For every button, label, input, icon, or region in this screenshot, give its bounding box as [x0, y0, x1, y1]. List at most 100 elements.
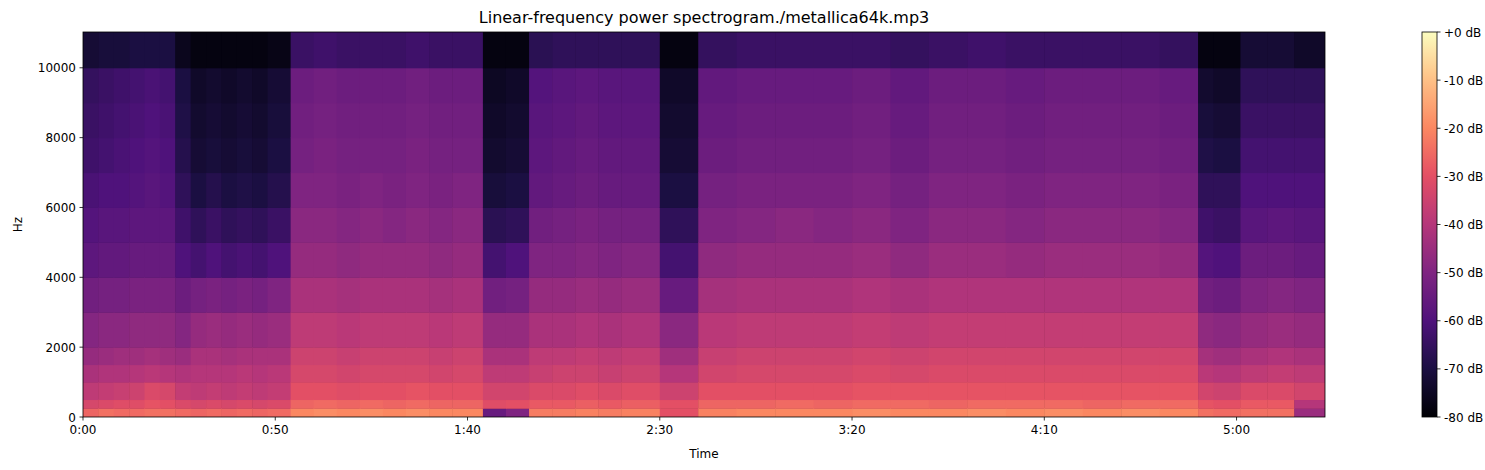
- cell: [1240, 312, 1267, 347]
- cell: [737, 173, 776, 208]
- cell: [360, 173, 384, 208]
- cell: [1006, 173, 1045, 208]
- cell: [552, 103, 576, 138]
- cell: [1006, 382, 1045, 400]
- cell: [506, 277, 530, 312]
- cell: [1044, 32, 1083, 68]
- cell: [929, 400, 968, 409]
- cell: [175, 347, 191, 365]
- cell: [252, 68, 268, 103]
- cell: [890, 138, 929, 173]
- cell: [252, 312, 268, 347]
- cell: [252, 138, 268, 173]
- cell: [660, 408, 699, 417]
- cell: [1121, 347, 1160, 365]
- cell: [221, 312, 237, 347]
- cell: [206, 242, 222, 277]
- cell: [1267, 242, 1294, 277]
- cell: [1267, 408, 1294, 417]
- cell: [291, 408, 315, 417]
- cell: [852, 103, 891, 138]
- cell: [406, 68, 430, 103]
- cell: [575, 103, 599, 138]
- cell: [237, 277, 253, 312]
- cell: [1083, 347, 1122, 365]
- cell: [660, 365, 699, 383]
- cell: [529, 408, 553, 417]
- cell: [268, 138, 292, 173]
- cell: [737, 400, 776, 409]
- cell: [268, 347, 292, 365]
- cell: [314, 242, 338, 277]
- cell: [1294, 365, 1325, 383]
- cell: [314, 408, 338, 417]
- cell: [1240, 173, 1267, 208]
- cell: [575, 207, 599, 242]
- cell: [698, 382, 737, 400]
- cell: [1160, 68, 1199, 103]
- cell: [598, 382, 622, 400]
- cell: [114, 242, 130, 277]
- cell: [237, 408, 253, 417]
- cell: [429, 408, 453, 417]
- cell: [852, 242, 891, 277]
- cell: [737, 207, 776, 242]
- cell: [967, 408, 1006, 417]
- cell: [1240, 400, 1267, 409]
- cell: [621, 312, 660, 347]
- cell: [1294, 68, 1325, 103]
- cell: [114, 347, 130, 365]
- cell: [1240, 408, 1267, 417]
- cell: [360, 68, 384, 103]
- cell: [552, 207, 576, 242]
- cell: [660, 138, 699, 173]
- cell: [406, 312, 430, 347]
- cell: [337, 242, 361, 277]
- cell: [506, 312, 530, 347]
- cell: [221, 103, 237, 138]
- cell: [529, 365, 553, 383]
- cell: [506, 400, 530, 409]
- cell: [775, 207, 814, 242]
- cell: [1213, 312, 1240, 347]
- colorbar-tick-label: -40 dB: [1444, 218, 1483, 232]
- cell: [483, 347, 507, 365]
- cell: [775, 242, 814, 277]
- cell: [1044, 382, 1083, 400]
- cell: [660, 312, 699, 347]
- cell: [852, 173, 891, 208]
- cell: [291, 138, 315, 173]
- cell: [1083, 207, 1122, 242]
- cell: [660, 242, 699, 277]
- cell: [83, 242, 99, 277]
- cell: [890, 103, 929, 138]
- cell: [252, 207, 268, 242]
- cell: [337, 312, 361, 347]
- cell: [252, 277, 268, 312]
- cell: [337, 400, 361, 409]
- colorbar-tick: [1437, 176, 1441, 177]
- cell: [529, 138, 553, 173]
- cell: [145, 277, 161, 312]
- cell: [737, 312, 776, 347]
- cell: [383, 408, 407, 417]
- cell: [237, 382, 253, 400]
- cell: [360, 365, 384, 383]
- cell: [1006, 138, 1045, 173]
- cell: [1198, 365, 1214, 383]
- cell: [483, 138, 507, 173]
- cell: [598, 173, 622, 208]
- cell: [929, 103, 968, 138]
- cell: [529, 103, 553, 138]
- cell: [98, 312, 114, 347]
- cell: [660, 400, 699, 409]
- x-axis-label: Time: [688, 447, 718, 461]
- cell: [206, 207, 222, 242]
- cell: [337, 382, 361, 400]
- cell: [1121, 400, 1160, 409]
- cell: [1044, 408, 1083, 417]
- cell: [775, 173, 814, 208]
- cell: [145, 365, 161, 383]
- cell: [337, 103, 361, 138]
- cell: [160, 400, 176, 409]
